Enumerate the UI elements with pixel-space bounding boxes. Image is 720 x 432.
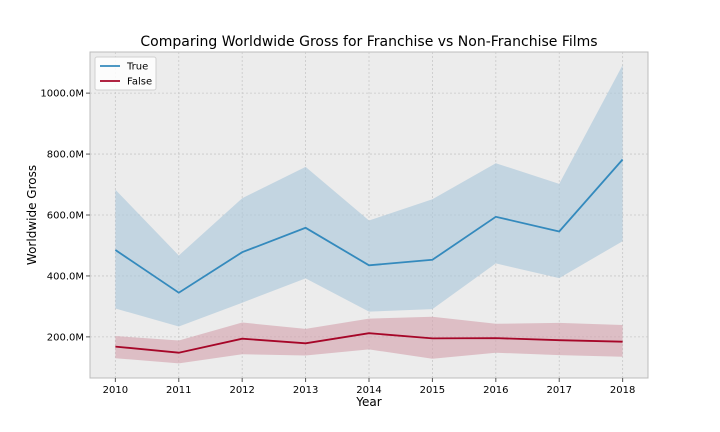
y-tick-label: 1000.0M	[40, 89, 84, 100]
x-tick-label: 2012	[229, 385, 254, 396]
x-axis-label: Year	[355, 395, 381, 409]
confidence-bands	[115, 65, 623, 364]
series-line-true	[114, 158, 624, 294]
x-tick-labels: 2010 2011 2012 2013 2014 2015 2016 2017 2018	[103, 378, 635, 396]
chart-title: Comparing Worldwide Gross for Franchise …	[140, 34, 597, 50]
confidence-band-false	[115, 316, 623, 364]
x-tick-label: 2011	[166, 385, 191, 396]
x-tick-label: 2010	[103, 385, 128, 396]
y-tick-label: 400.0M	[47, 271, 84, 282]
y-tick-labels: 200.0M 400.0M 600.0M 800.0M 1000.0M	[40, 89, 90, 343]
x-tick-label: 2017	[547, 385, 572, 396]
x-tick-label: 2013	[293, 385, 318, 396]
x-tick-label: 2018	[610, 385, 635, 396]
legend: True False	[94, 56, 157, 91]
legend-label: True	[126, 62, 148, 73]
legend-label: False	[127, 77, 152, 88]
x-tick-label: 2015	[420, 385, 445, 396]
x-tick-label: 2016	[483, 385, 508, 396]
series-lines	[114, 158, 624, 354]
y-tick-label: 600.0M	[47, 211, 84, 222]
y-tick-label: 200.0M	[47, 332, 84, 343]
y-tick-label: 800.0M	[47, 150, 84, 161]
y-axis-label: Worldwide Gross	[25, 165, 39, 265]
confidence-band-true	[115, 65, 623, 327]
x-tick-label: 2014	[356, 385, 381, 396]
series-line-false	[115, 332, 623, 354]
